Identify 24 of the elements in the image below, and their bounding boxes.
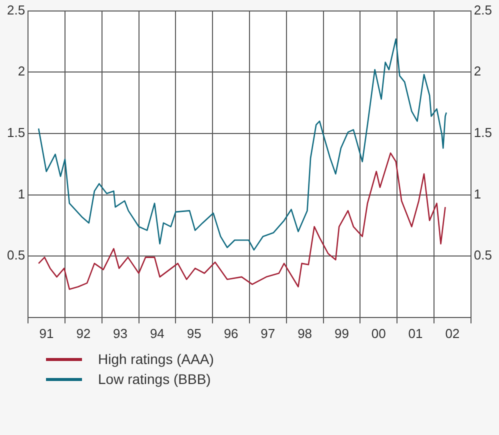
x-tick-label: 91 <box>39 326 54 341</box>
x-tick-label: 96 <box>224 326 238 341</box>
y2-tick-label: 1 <box>474 186 482 202</box>
legend-label: High ratings (AAA) <box>98 351 214 367</box>
y-tick-label: 2 <box>18 64 26 79</box>
legend-label: Low ratings (BBB) <box>98 371 211 387</box>
y-tick-label: 1 <box>18 186 26 202</box>
y-tick-label: 0.5 <box>6 248 26 263</box>
y2-tick-label: 2.5 <box>474 2 492 18</box>
x-tick-label: 94 <box>150 326 164 341</box>
x-tick-label: 99 <box>334 326 349 341</box>
y-tick-label: 2.5 <box>6 2 26 18</box>
x-tick-label: 93 <box>113 326 128 341</box>
x-tick-label: 01 <box>408 326 423 341</box>
x-tick-label: 00 <box>371 326 386 341</box>
y2-tick-label: 2 <box>474 64 482 79</box>
y-tick-label: 1.5 <box>6 125 26 140</box>
x-tick-label: 02 <box>445 326 460 341</box>
x-tick-label: 95 <box>186 326 202 341</box>
y2-tick-label: 1.5 <box>474 125 492 140</box>
x-tick-label: 98 <box>298 326 312 341</box>
x-tick-label: 97 <box>260 326 276 341</box>
x-tick-label: 92 <box>76 326 91 341</box>
y2-tick-label: 0.5 <box>474 248 492 263</box>
